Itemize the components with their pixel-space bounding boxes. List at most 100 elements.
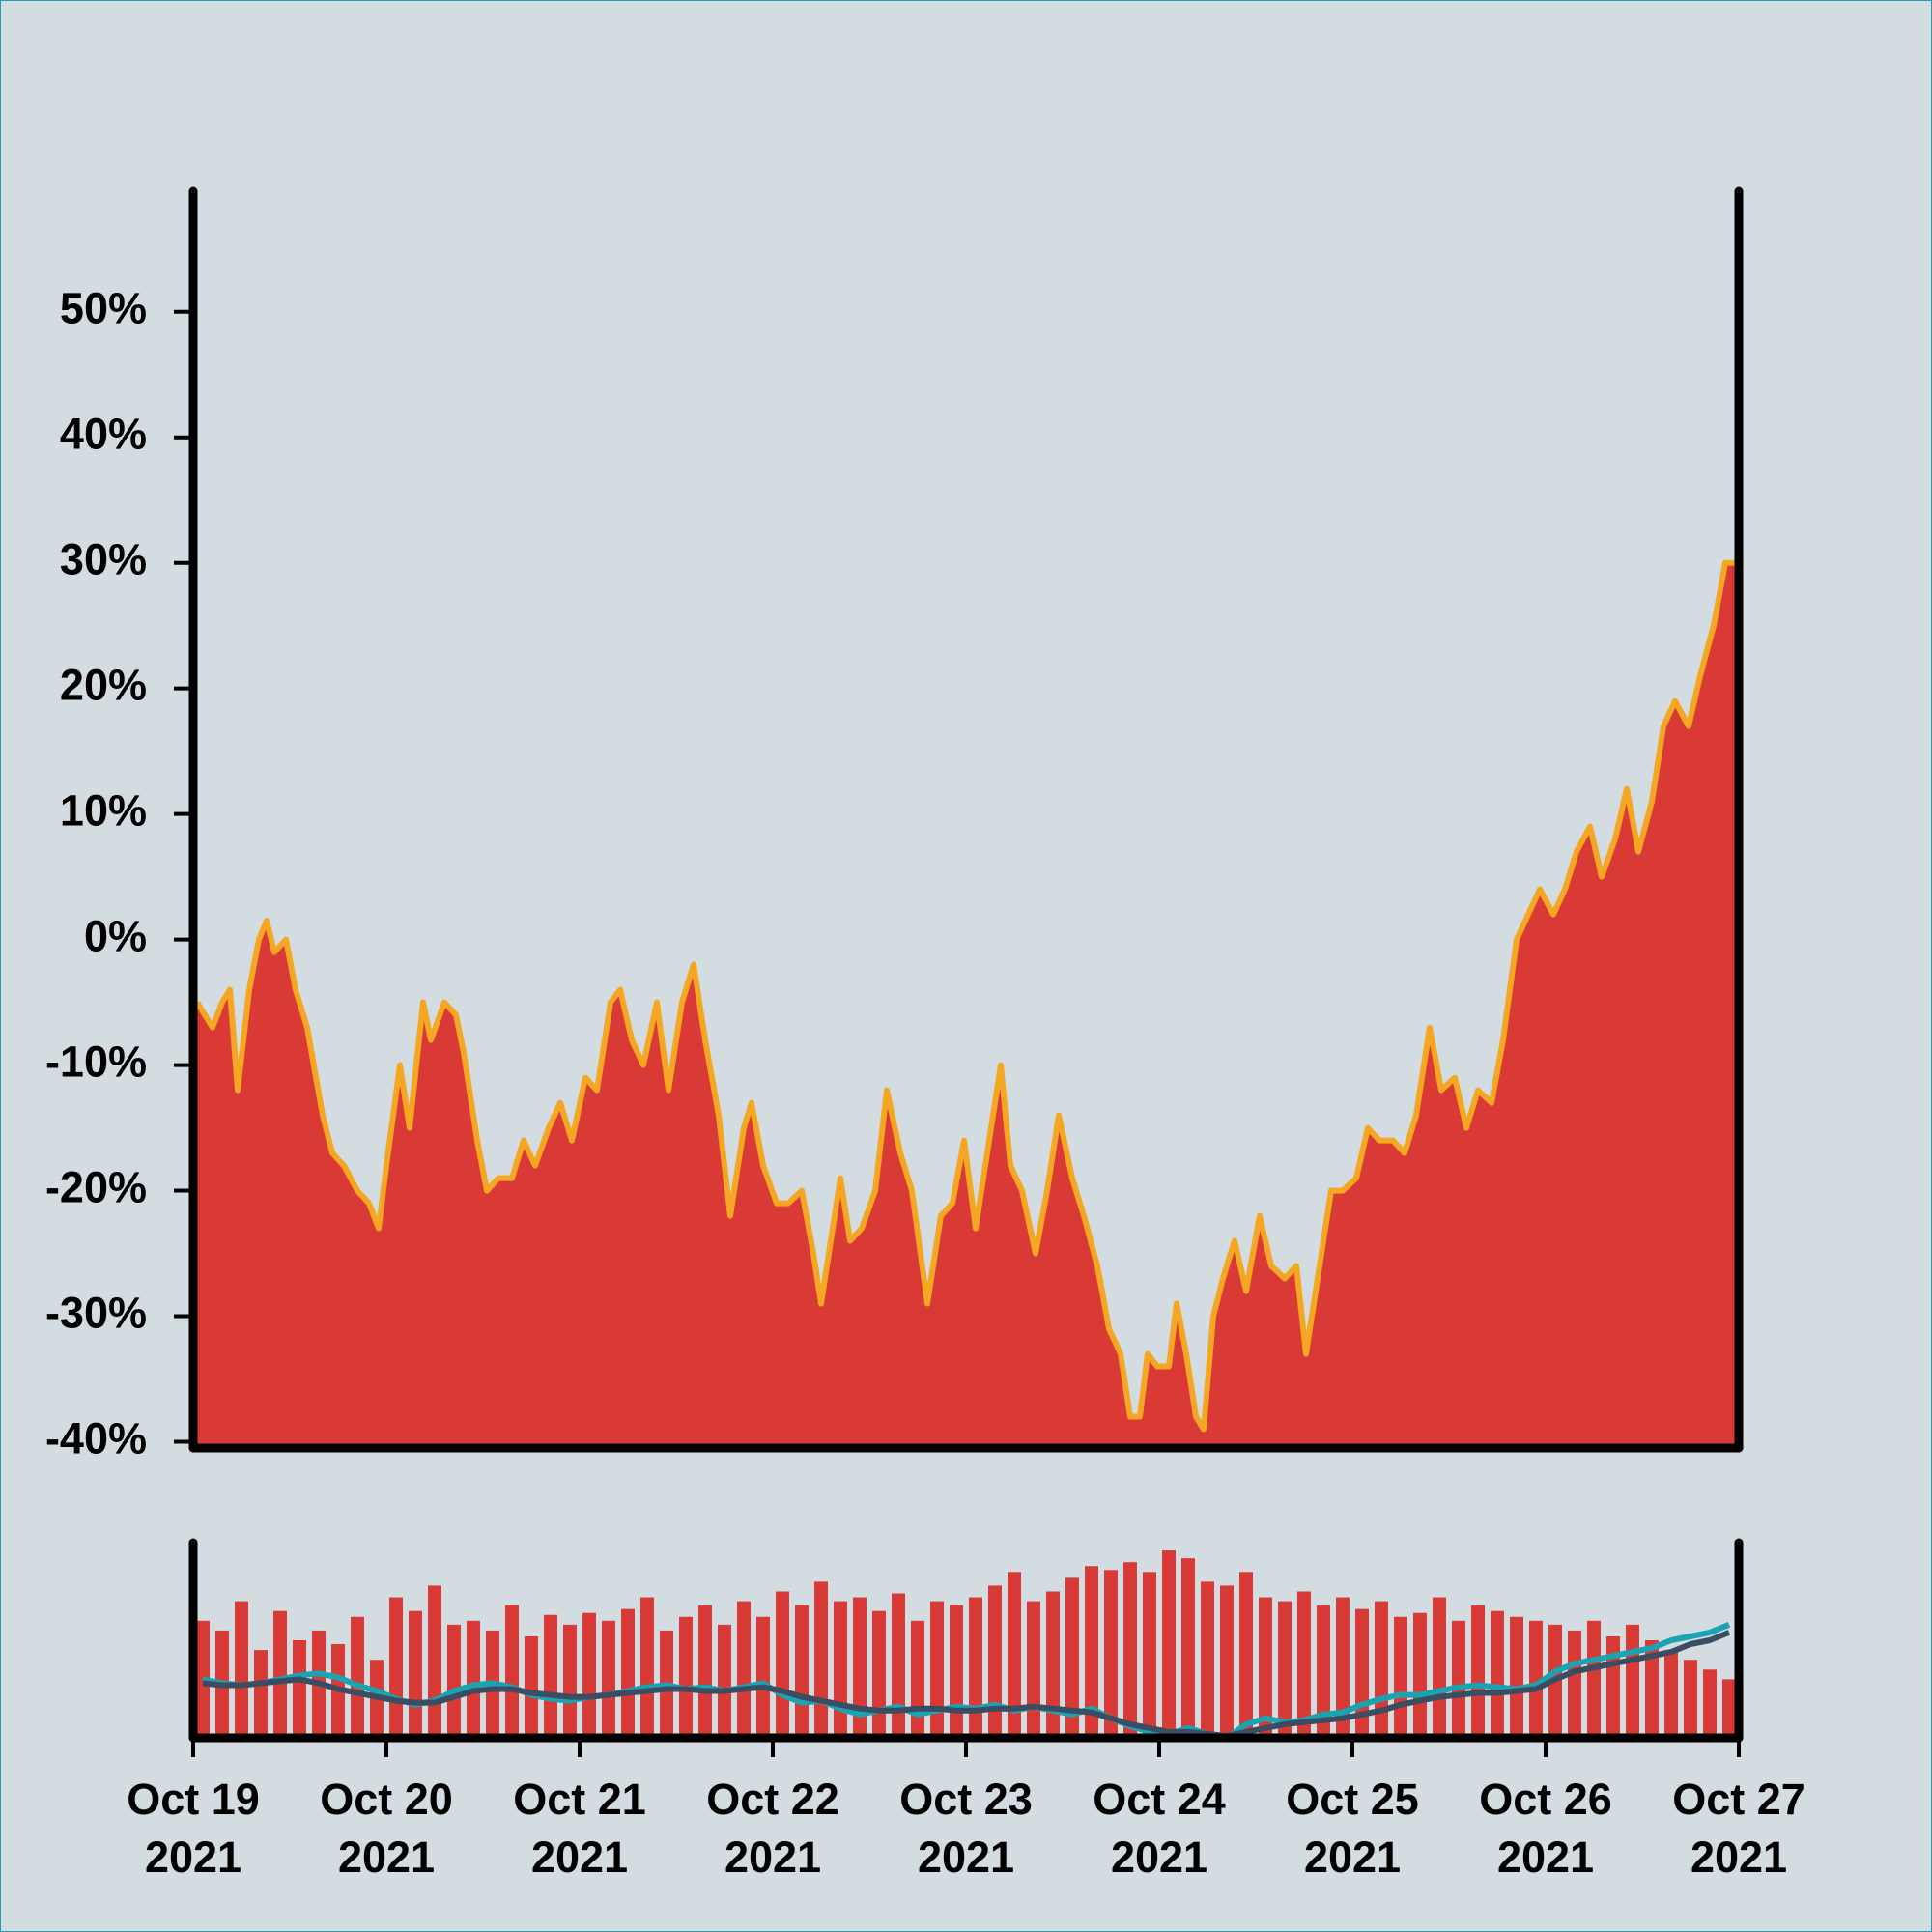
volume-bar (525, 1635, 538, 1738)
volume-bar (1297, 1591, 1311, 1738)
volume-bar (1722, 1679, 1736, 1738)
y-tick-label: 40% (60, 410, 147, 459)
x-tick-label: 2021 (1304, 1833, 1401, 1882)
volume-bar (1433, 1597, 1446, 1738)
volume-bar (1394, 1616, 1407, 1738)
volume-bar (1085, 1566, 1098, 1738)
volume-bar (872, 1610, 886, 1738)
y-tick-label: -30% (45, 1288, 147, 1337)
volume-bar (930, 1601, 944, 1738)
volume-bar (1336, 1597, 1350, 1738)
x-tick-label: Oct 27 (1672, 1775, 1805, 1824)
volume-bar (737, 1601, 751, 1738)
axes: -40% -30% -20% -10% 0% 10% 20% 30% 40% 50% Oct 19 2… (45, 186, 1805, 1882)
volume-bar (428, 1585, 441, 1738)
volume-bar (1027, 1601, 1040, 1738)
volume-bar (1645, 1640, 1659, 1738)
y-tick-label: -20% (45, 1162, 147, 1211)
x-tick-label: Oct 21 (513, 1775, 646, 1824)
volume-bar (467, 1620, 480, 1738)
volume-bar (409, 1610, 422, 1738)
volume-plot (196, 1550, 1736, 1738)
volume-bar (1510, 1616, 1523, 1738)
y-tick-label: 0% (84, 912, 147, 961)
x-tick-label: 2021 (145, 1833, 242, 1882)
volume-bar (1471, 1605, 1485, 1738)
price-plot (194, 559, 1739, 1448)
x-tick-label: Oct 20 (320, 1775, 453, 1824)
y-tick-label: 30% (60, 535, 147, 584)
volume-bar (1046, 1591, 1060, 1738)
volume-bar (1220, 1585, 1234, 1738)
volume-bar (698, 1605, 712, 1738)
x-tick-label: 2021 (918, 1833, 1014, 1882)
volume-bar (293, 1640, 306, 1738)
x-tick-label: 2021 (724, 1833, 821, 1882)
volume-bar (273, 1610, 287, 1738)
volume-bar (1181, 1558, 1195, 1738)
volume-bar (892, 1593, 905, 1738)
moving-average (202, 1630, 1731, 1738)
volume-bar (969, 1597, 982, 1738)
volume-bar (254, 1650, 268, 1738)
y-tick-label: 10% (60, 786, 147, 836)
volume-bar (621, 1608, 635, 1738)
x-tick-label: Oct 23 (899, 1775, 1033, 1824)
volume-bar (776, 1591, 789, 1738)
volume-bar (1123, 1562, 1137, 1738)
volume-bar (795, 1605, 809, 1738)
volume-bar (1278, 1601, 1292, 1738)
x-tick-label: 2021 (1497, 1833, 1594, 1882)
volume-bar (1606, 1635, 1620, 1738)
area (197, 562, 1739, 1448)
volume-bar (1008, 1572, 1021, 1738)
y-tick-label: 20% (60, 661, 147, 710)
volume-bar (1568, 1630, 1581, 1738)
volume-bar (911, 1620, 924, 1738)
x-tick-label: Oct 22 (706, 1775, 839, 1824)
x-tick-label: Oct 24 (1093, 1775, 1226, 1824)
volume-bar (1491, 1610, 1504, 1738)
volume-bar (950, 1605, 963, 1738)
volume-bar (1162, 1550, 1176, 1738)
x-tick-label: 2021 (1690, 1833, 1787, 1882)
volume-bar (756, 1616, 770, 1738)
volume-bar (1375, 1601, 1388, 1738)
volume-bar (1452, 1620, 1465, 1738)
y-tick-label: -10% (45, 1037, 147, 1086)
x-tick-label: 2021 (1111, 1833, 1208, 1882)
x-tick-label: 2021 (338, 1833, 435, 1882)
volume-bar (602, 1620, 615, 1738)
volume-bar (1239, 1572, 1253, 1738)
volume-bar (563, 1624, 577, 1738)
volume-bar (1587, 1620, 1601, 1738)
volume-bar (718, 1624, 731, 1738)
volume-bar (1664, 1650, 1678, 1738)
volume-bar (235, 1601, 248, 1738)
volume-bar (814, 1581, 828, 1738)
volume-bar (389, 1597, 403, 1738)
volume-bar (1626, 1624, 1639, 1738)
y-tick-label: -40% (45, 1413, 147, 1463)
volume-bar (1143, 1572, 1156, 1738)
volume-bar (679, 1616, 693, 1738)
volume-bar (1684, 1660, 1697, 1738)
volume-bar (1529, 1620, 1543, 1738)
volume-bar (1259, 1597, 1272, 1738)
volume-bar (1201, 1581, 1214, 1738)
volume-bar (582, 1612, 596, 1738)
volume-bar (505, 1605, 519, 1738)
x-tick-label: Oct 26 (1479, 1775, 1612, 1824)
y-tick-label: 50% (60, 284, 147, 333)
volume-bar (447, 1624, 461, 1738)
x-tick-label: Oct 25 (1286, 1775, 1419, 1824)
volume-bar (1703, 1669, 1717, 1738)
volume-bar (351, 1616, 364, 1738)
x-tick-label: Oct 19 (127, 1775, 260, 1824)
volume-bar (544, 1614, 557, 1738)
volume-bar (834, 1601, 847, 1738)
volume-bar (988, 1585, 1002, 1738)
volume-bar (1317, 1605, 1330, 1738)
volume-bar (1355, 1608, 1369, 1738)
